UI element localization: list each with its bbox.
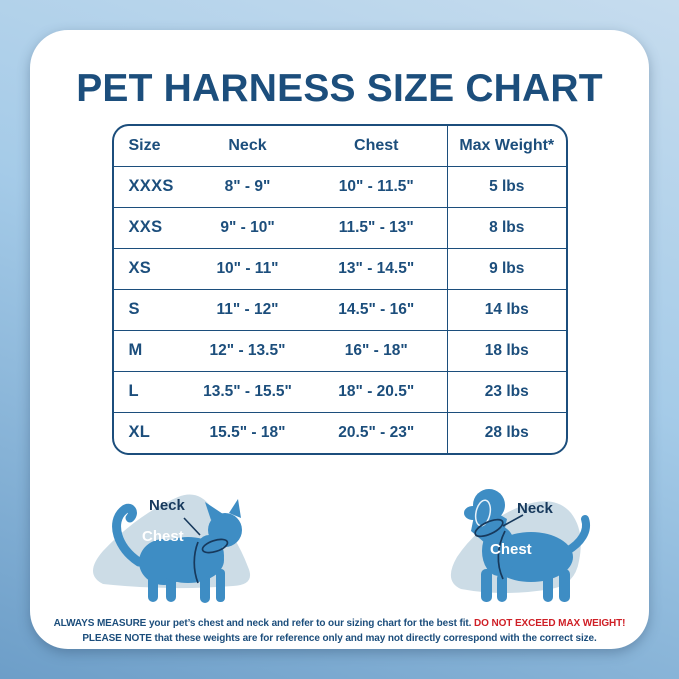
- footer-measure-bold: ALWAYS MEASURE: [53, 617, 147, 629]
- table-row: XXXS 8" - 9" 10" - 11.5" 5 lbs: [113, 165, 566, 208]
- dog-neck-loop: [474, 518, 504, 538]
- table-header-row: Size Neck Chest Max Weight*: [114, 125, 566, 167]
- table-row: XL 15.5" - 18" 20.5" - 23" 28 lbs: [113, 411, 566, 453]
- cell-size: S: [113, 288, 190, 331]
- cat-chest-strap: [193, 541, 199, 584]
- col-header-neck: Neck: [228, 136, 267, 154]
- cell-size: L: [113, 370, 190, 413]
- cell-weight: 5 lbs: [447, 165, 566, 208]
- size-table: Size Neck Chest Max Weight* XXXS 8" - 9"…: [111, 123, 568, 455]
- table-row: XS 10" - 11" 13" - 14.5" 9 lbs: [113, 247, 566, 290]
- table-row: L 13.5" - 15.5" 18" - 20.5" 23 lbs: [113, 370, 566, 413]
- cell-chest: 14.5" - 16": [305, 288, 448, 331]
- cell-chest: 13" - 14.5": [305, 247, 448, 290]
- cell-chest: 11.5" - 13": [305, 206, 448, 249]
- cat-neck-pointer: [183, 517, 201, 536]
- cell-weight: 8 lbs: [447, 206, 566, 249]
- size-table-grid: Size Neck Chest Max Weight* XXXS 8" - 9"…: [113, 125, 566, 453]
- page-title: PET HARNESS SIZE CHART: [76, 67, 603, 110]
- footer-note-bold: PLEASE NOTE: [82, 633, 152, 645]
- cell-neck: 11" - 12": [189, 288, 306, 331]
- cell-chest: 18" - 20.5": [305, 370, 448, 413]
- cell-size: XL: [113, 411, 190, 453]
- cell-weight: 23 lbs: [447, 370, 566, 413]
- cell-chest: 20.5" - 23": [305, 411, 448, 453]
- cell-neck: 15.5" - 18": [189, 411, 306, 453]
- cell-neck: 13.5" - 15.5": [189, 370, 306, 413]
- dog-silhouette: [464, 488, 590, 602]
- size-chart-card: PET HARNESS SIZE CHART Size Neck Chest M…: [30, 30, 649, 649]
- cat-diagram: Neck Chest: [78, 469, 278, 609]
- cell-neck: 12" - 13.5": [189, 329, 306, 372]
- cell-weight: 14 lbs: [447, 288, 566, 331]
- cat-silhouette: [112, 498, 242, 603]
- dog-illustration: [450, 488, 590, 602]
- footer-line-2: PLEASE NOTE that these weights are for r…: [30, 631, 649, 647]
- footer-note: ALWAYS MEASURE your pet’s chest and neck…: [30, 616, 649, 647]
- cell-neck: 10" - 11": [189, 247, 306, 290]
- cell-size: XXXS: [113, 165, 190, 208]
- footer-line-1: ALWAYS MEASURE your pet’s chest and neck…: [30, 616, 649, 632]
- col-header-size: Size: [128, 136, 161, 154]
- dog-chest-strap: [497, 530, 506, 580]
- footer-measure-text: your pet’s chest and neck and refer to o…: [146, 617, 475, 629]
- footer-warning: DO NOT EXCEED MAX WEIGHT!: [474, 617, 626, 629]
- dog-diagram: Neck Chest: [439, 469, 599, 609]
- table-row: XXS 9" - 10" 11.5" - 13" 8 lbs: [113, 206, 566, 249]
- cell-size: XXS: [113, 206, 190, 249]
- cell-weight: 9 lbs: [447, 247, 566, 290]
- col-header-chest: Chest: [354, 136, 399, 154]
- cell-chest: 16" - 18": [305, 329, 448, 372]
- measurement-diagrams: Neck Chest: [30, 469, 649, 609]
- cat-neck-loop: [201, 538, 229, 554]
- cell-size: XS: [113, 247, 190, 290]
- cell-weight: 18 lbs: [447, 329, 566, 372]
- footer-note-text: that these weights are for reference onl…: [151, 633, 597, 645]
- cell-weight: 28 lbs: [447, 411, 566, 453]
- table-row: M 12" - 13.5" 16" - 18" 18 lbs: [113, 329, 566, 372]
- table-row: S 11" - 12" 14.5" - 16" 14 lbs: [113, 288, 566, 331]
- cat-illustration: [93, 494, 251, 603]
- cell-neck: 8" - 9": [189, 165, 306, 208]
- cell-chest: 10" - 11.5": [305, 165, 448, 208]
- col-header-max-weight: Max Weight*: [447, 125, 566, 167]
- cell-size: M: [113, 329, 190, 372]
- dog-neck-pointer: [502, 514, 524, 527]
- cell-neck: 9" - 10": [189, 206, 306, 249]
